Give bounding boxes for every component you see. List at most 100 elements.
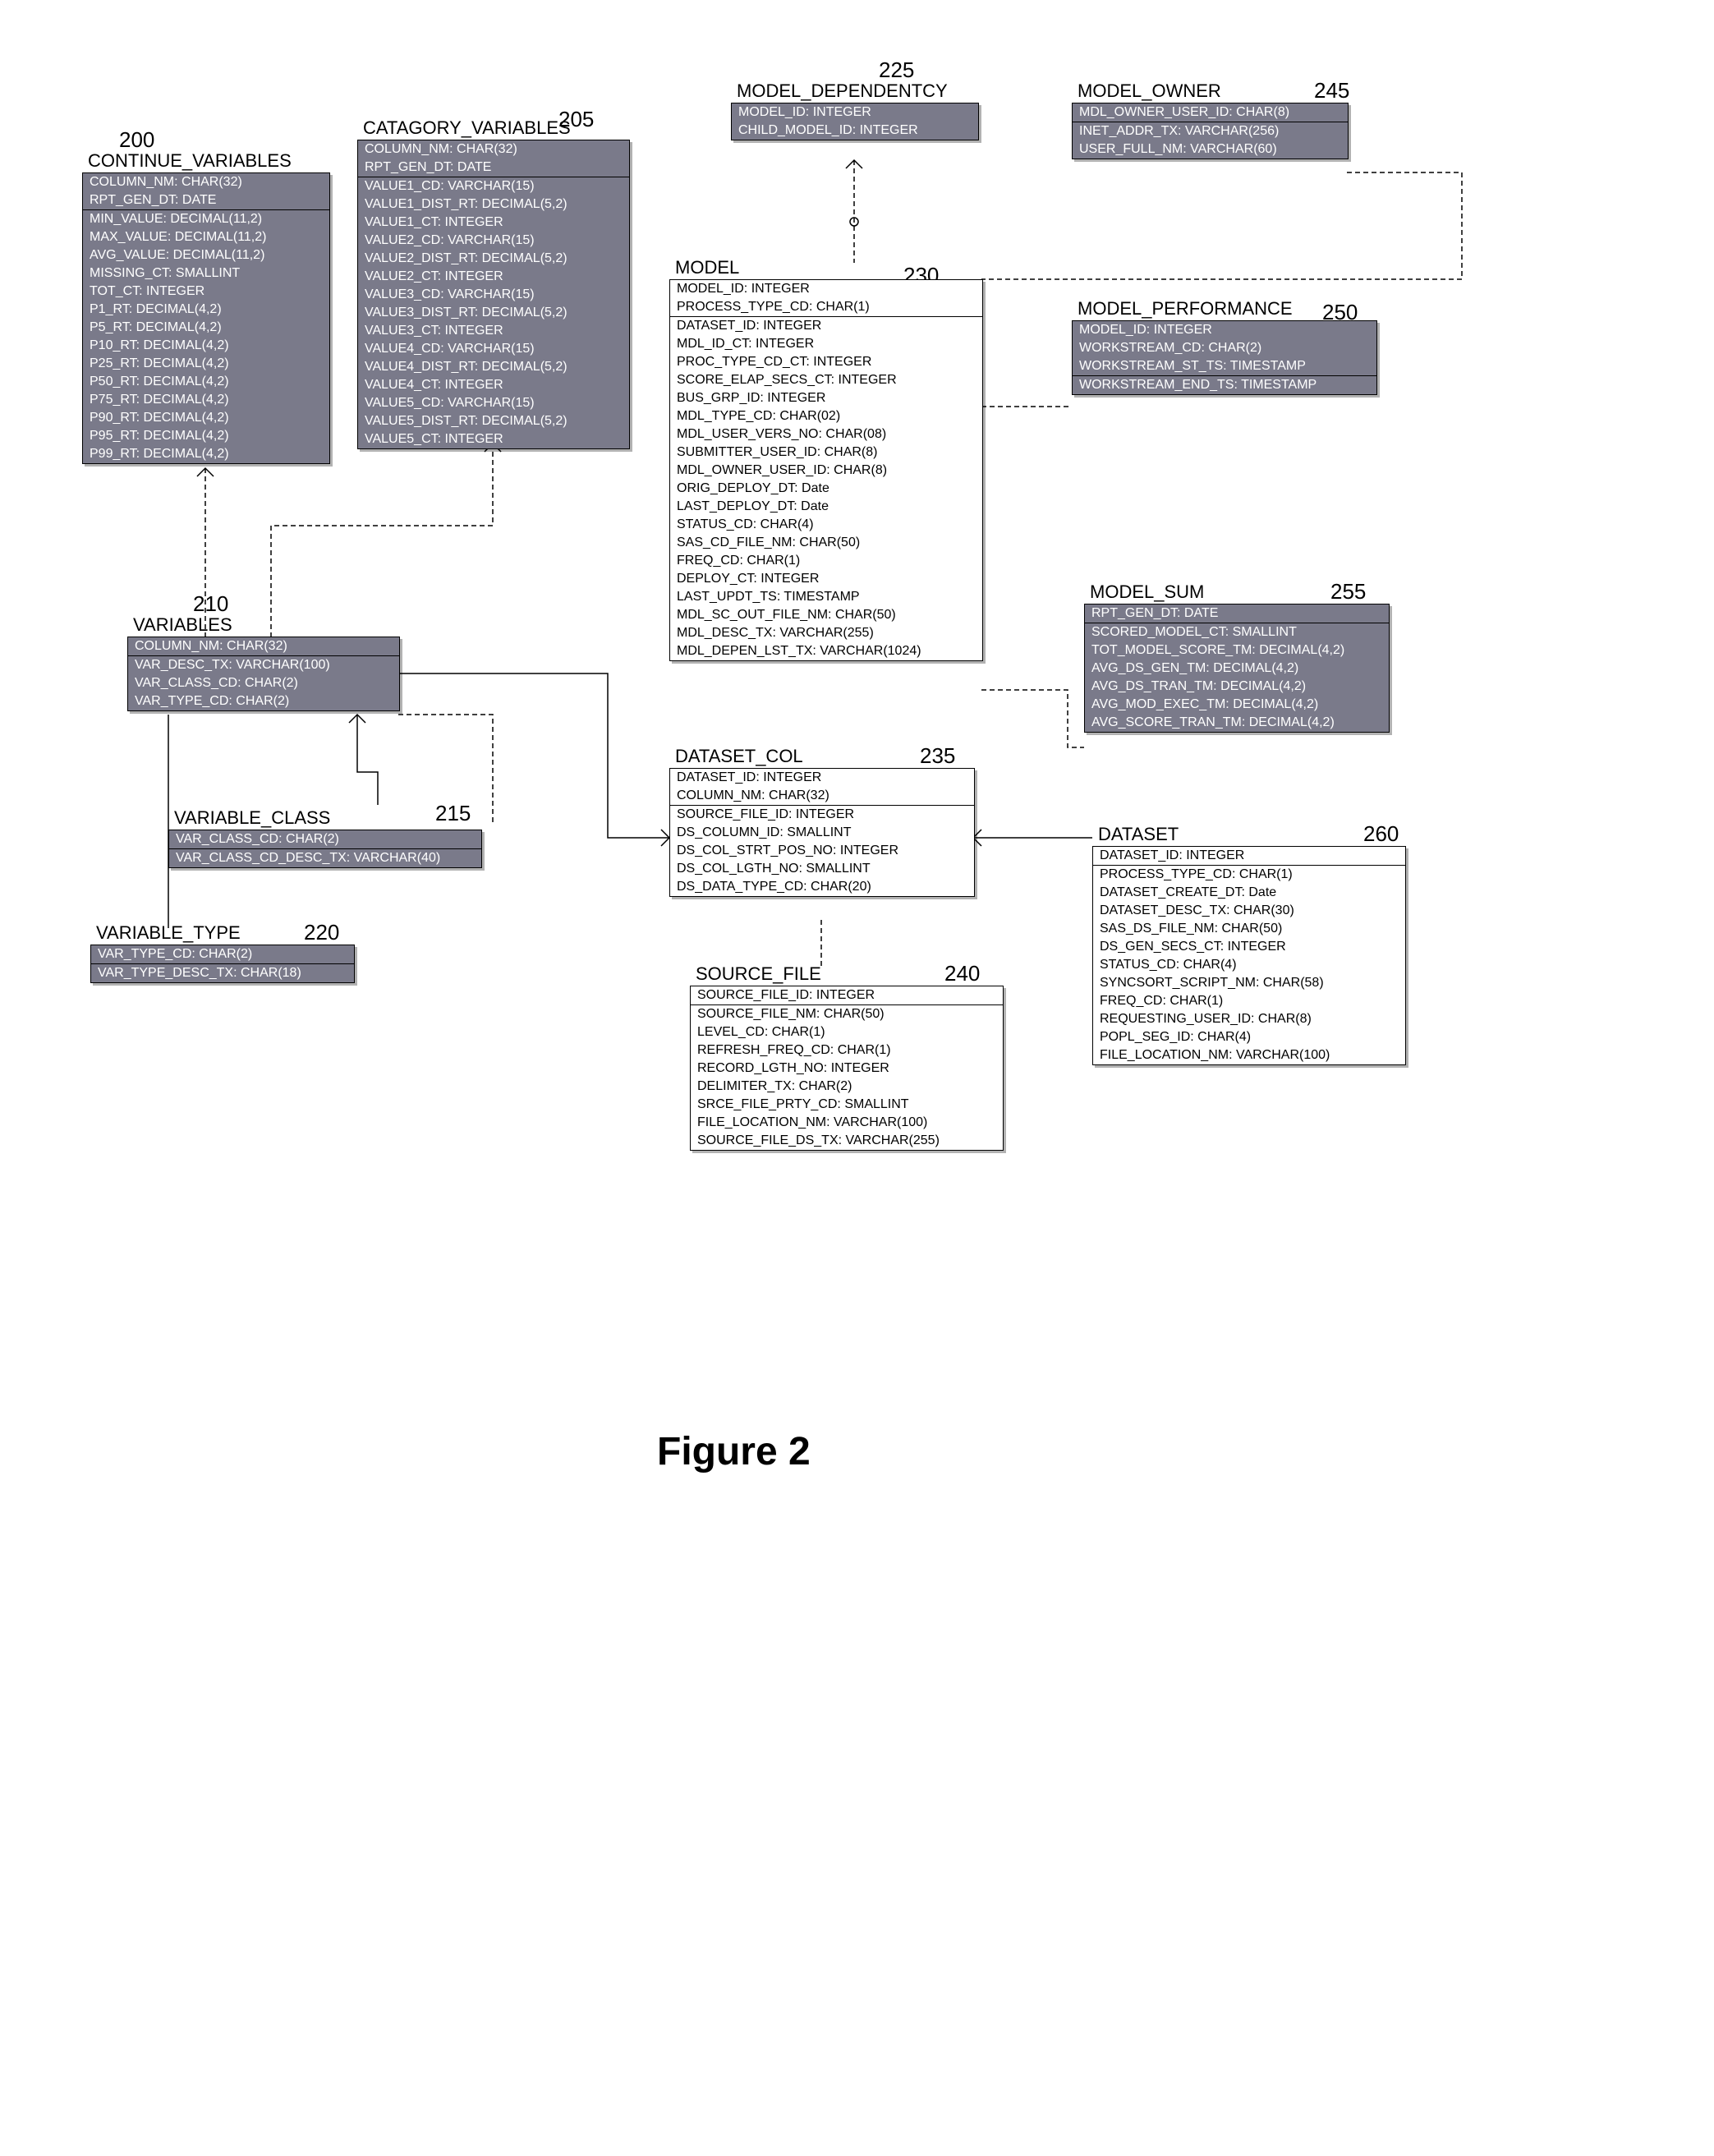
- attr-row: PROCESS_TYPE_CD: CHAR(1): [1093, 866, 1405, 884]
- attr-row: DS_GEN_SECS_CT: INTEGER: [1093, 938, 1405, 956]
- label-220: 220: [304, 920, 339, 945]
- pk-row: CHILD_MODEL_ID: INTEGER: [732, 122, 978, 140]
- entity-title: VARIABLES: [133, 614, 232, 636]
- attr-row: DS_DATA_TYPE_CD: CHAR(20): [670, 878, 974, 896]
- attr-row: VALUE1_CT: INTEGER: [358, 214, 629, 232]
- attr-row: FILE_LOCATION_NM: VARCHAR(100): [691, 1114, 1003, 1132]
- attr-row: VALUE4_CT: INTEGER: [358, 376, 629, 394]
- attr-row: VAR_TYPE_DESC_TX: CHAR(18): [91, 964, 354, 982]
- entity-model-dependency: MODEL_DEPENDENTCYMODEL_ID: INTEGERCHILD_…: [731, 103, 979, 140]
- entity-dataset: DATASETDATASET_ID: INTEGERPROCESS_TYPE_C…: [1092, 846, 1406, 1065]
- label-200: 200: [119, 127, 154, 153]
- entity-model-performance: MODEL_PERFORMANCEMODEL_ID: INTEGERWORKST…: [1072, 320, 1377, 395]
- entity-model-sum: MODEL_SUMRPT_GEN_DT: DATESCORED_MODEL_CT…: [1084, 604, 1390, 733]
- label-210: 210: [193, 591, 228, 617]
- entity-title: MODEL_PERFORMANCE: [1078, 298, 1293, 319]
- attr-row: DEPLOY_CT: INTEGER: [670, 570, 982, 588]
- label-260: 260: [1363, 821, 1399, 847]
- attr-row: LAST_DEPLOY_DT: Date: [670, 498, 982, 516]
- attr-row: VALUE2_DIST_RT: DECIMAL(5,2): [358, 250, 629, 268]
- entity-title: SOURCE_FILE: [696, 963, 821, 985]
- attr-row: MDL_SC_OUT_FILE_NM: CHAR(50): [670, 606, 982, 624]
- pk-row: DATASET_ID: INTEGER: [1093, 847, 1405, 865]
- pk-row: VAR_CLASS_CD: CHAR(2): [169, 830, 481, 848]
- label-245: 245: [1314, 78, 1349, 103]
- attr-row: P25_RT: DECIMAL(4,2): [83, 355, 329, 373]
- attr-row: MDL_DESC_TX: VARCHAR(255): [670, 624, 982, 642]
- attr-row: TOT_MODEL_SCORE_TM: DECIMAL(4,2): [1085, 641, 1389, 660]
- attr-row: STATUS_CD: CHAR(4): [1093, 956, 1405, 974]
- attr-row: STATUS_CD: CHAR(4): [670, 516, 982, 534]
- pk-row: RPT_GEN_DT: DATE: [83, 191, 329, 209]
- attr-row: MDL_USER_VERS_NO: CHAR(08): [670, 425, 982, 444]
- attr-row: FREQ_CD: CHAR(1): [670, 552, 982, 570]
- attr-row: DATASET_CREATE_DT: Date: [1093, 884, 1405, 902]
- attr-row: FREQ_CD: CHAR(1): [1093, 992, 1405, 1010]
- entity-source-file: SOURCE_FILESOURCE_FILE_ID: INTEGERSOURCE…: [690, 986, 1004, 1151]
- attr-row: P95_RT: DECIMAL(4,2): [83, 427, 329, 445]
- attr-row: VALUE5_CD: VARCHAR(15): [358, 394, 629, 412]
- entity-title: CATAGORY_VARIABLES: [363, 117, 571, 139]
- attr-row: DATASET_DESC_TX: CHAR(30): [1093, 902, 1405, 920]
- attr-row: MDL_DEPEN_LST_TX: VARCHAR(1024): [670, 642, 982, 660]
- entity-dataset-col: DATASET_COLDATASET_ID: INTEGERCOLUMN_NM:…: [669, 768, 975, 897]
- attr-row: USER_FULL_NM: VARCHAR(60): [1073, 140, 1348, 159]
- label-225: 225: [879, 57, 914, 83]
- label-255: 255: [1330, 579, 1366, 605]
- label-215: 215: [435, 801, 471, 826]
- pk-row: WORKSTREAM_CD: CHAR(2): [1073, 339, 1376, 357]
- attr-row: P10_RT: DECIMAL(4,2): [83, 337, 329, 355]
- attr-row: P90_RT: DECIMAL(4,2): [83, 409, 329, 427]
- pk-row: COLUMN_NM: CHAR(32): [83, 173, 329, 191]
- entity-title: MODEL_SUM: [1090, 582, 1204, 603]
- pk-row: SOURCE_FILE_ID: INTEGER: [691, 986, 1003, 1004]
- attr-row: AVG_SCORE_TRAN_TM: DECIMAL(4,2): [1085, 714, 1389, 732]
- attr-row: VALUE1_DIST_RT: DECIMAL(5,2): [358, 195, 629, 214]
- attr-row: REFRESH_FREQ_CD: CHAR(1): [691, 1041, 1003, 1060]
- figure-title: Figure 2: [657, 1429, 811, 1474]
- attr-row: VALUE3_DIST_RT: DECIMAL(5,2): [358, 304, 629, 322]
- pk-row: MODEL_ID: INTEGER: [670, 280, 982, 298]
- attr-row: VALUE3_CT: INTEGER: [358, 322, 629, 340]
- attr-row: SYNCSORT_SCRIPT_NM: CHAR(58): [1093, 974, 1405, 992]
- entity-title: DATASET: [1098, 824, 1179, 845]
- entity-continue-variables: CONTINUE_VARIABLESCOLUMN_NM: CHAR(32)RPT…: [82, 172, 330, 464]
- attr-row: P75_RT: DECIMAL(4,2): [83, 391, 329, 409]
- attr-row: DATASET_ID: INTEGER: [670, 317, 982, 335]
- attr-row: VAR_CLASS_CD_DESC_TX: VARCHAR(40): [169, 849, 481, 867]
- pk-row: RPT_GEN_DT: DATE: [1085, 605, 1389, 623]
- attr-row: TOT_CT: INTEGER: [83, 283, 329, 301]
- attr-row: SOURCE_FILE_ID: INTEGER: [670, 806, 974, 824]
- attr-row: INET_ADDR_TX: VARCHAR(256): [1073, 122, 1348, 140]
- attr-row: MDL_TYPE_CD: CHAR(02): [670, 407, 982, 425]
- attr-row: P99_RT: DECIMAL(4,2): [83, 445, 329, 463]
- pk-row: PROCESS_TYPE_CD: CHAR(1): [670, 298, 982, 316]
- attr-row: VAR_CLASS_CD: CHAR(2): [128, 674, 399, 692]
- attr-row: SCORE_ELAP_SECS_CT: INTEGER: [670, 371, 982, 389]
- attr-row: POPL_SEG_ID: CHAR(4): [1093, 1028, 1405, 1046]
- attr-row: MDL_OWNER_USER_ID: CHAR(8): [670, 462, 982, 480]
- attr-row: MISSING_CT: SMALLINT: [83, 264, 329, 283]
- entity-title: VARIABLE_TYPE: [96, 922, 241, 944]
- pk-row: MODEL_ID: INTEGER: [732, 103, 978, 122]
- attr-row: REQUESTING_USER_ID: CHAR(8): [1093, 1010, 1405, 1028]
- er-diagram: 200 205 210 215 220 225 230 235 240 245 …: [33, 33, 1675, 1758]
- attr-row: DS_COLUMN_ID: SMALLINT: [670, 824, 974, 842]
- entity-title: MODEL: [675, 257, 739, 278]
- attr-row: SOURCE_FILE_NM: CHAR(50): [691, 1005, 1003, 1023]
- attr-row: LAST_UPDT_TS: TIMESTAMP: [670, 588, 982, 606]
- attr-row: BUS_GRP_ID: INTEGER: [670, 389, 982, 407]
- attr-row: ORIG_DEPLOY_DT: Date: [670, 480, 982, 498]
- attr-row: VALUE4_DIST_RT: DECIMAL(5,2): [358, 358, 629, 376]
- attr-row: VAR_TYPE_CD: CHAR(2): [128, 692, 399, 710]
- attr-row: SAS_CD_FILE_NM: CHAR(50): [670, 534, 982, 552]
- label-235: 235: [920, 743, 955, 769]
- attr-row: RECORD_LGTH_NO: INTEGER: [691, 1060, 1003, 1078]
- attr-row: SOURCE_FILE_DS_TX: VARCHAR(255): [691, 1132, 1003, 1150]
- pk-row: MDL_OWNER_USER_ID: CHAR(8): [1073, 103, 1348, 122]
- attr-row: SCORED_MODEL_CT: SMALLINT: [1085, 623, 1389, 641]
- attr-row: DS_COL_STRT_POS_NO: INTEGER: [670, 842, 974, 860]
- attr-row: VALUE1_CD: VARCHAR(15): [358, 177, 629, 195]
- pk-row: COLUMN_NM: CHAR(32): [670, 787, 974, 805]
- attr-row: MAX_VALUE: DECIMAL(11,2): [83, 228, 329, 246]
